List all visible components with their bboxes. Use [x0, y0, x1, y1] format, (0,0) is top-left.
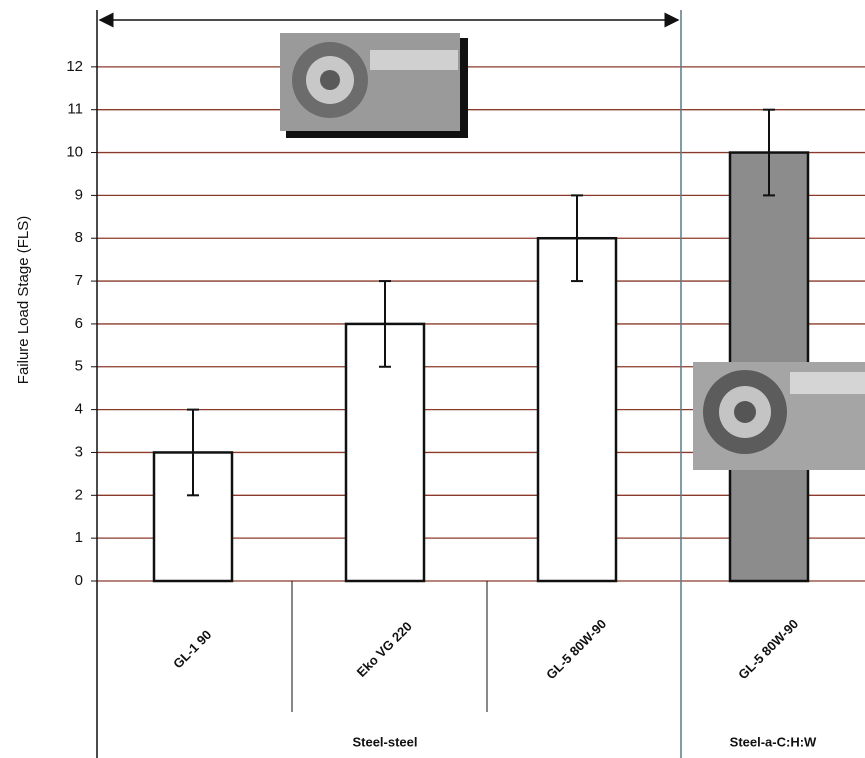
x-tick-label: GL-5 80W-90	[543, 616, 609, 682]
x-tick-label: Eko VG 220	[354, 619, 415, 680]
gear-photo	[693, 362, 865, 470]
x-tick-label: GL-5 80W-90	[735, 616, 801, 682]
y-tick-label: 0	[75, 572, 83, 589]
y-tick-label: 4	[75, 401, 83, 418]
y-tick-label: 12	[66, 58, 83, 75]
x-tick-label: GL-1 90	[170, 627, 214, 671]
group-label: Steel-a-C:H:W	[730, 734, 817, 749]
y-tick-label: 5	[75, 358, 83, 375]
y-tick-label: 6	[75, 315, 83, 332]
y-tick-label: 9	[75, 186, 83, 203]
group-label: Steel-steel	[352, 734, 417, 749]
y-tick-label: 10	[66, 144, 83, 161]
y-tick-label: 1	[75, 529, 83, 546]
gear-photo	[280, 33, 468, 138]
y-tick-label: 7	[75, 272, 83, 289]
y-tick-label: 2	[75, 486, 83, 503]
y-tick-label: 11	[67, 101, 83, 118]
bar	[536, 236, 618, 583]
y-tick-label: 3	[75, 443, 83, 460]
y-tick-label: 8	[75, 229, 83, 246]
y-axis-label: Failure Load Stage (FLS)	[15, 216, 32, 384]
